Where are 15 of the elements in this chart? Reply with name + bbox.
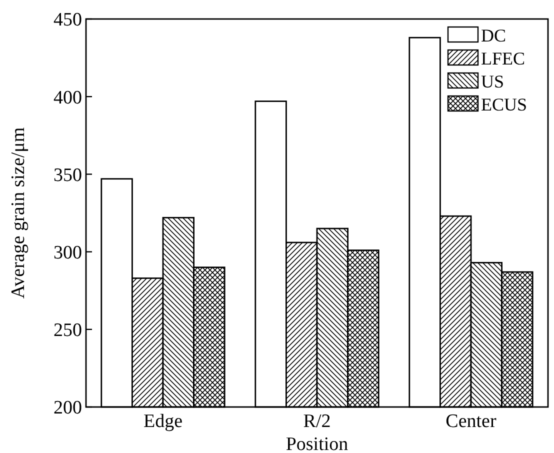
- y-tick-label: 350: [54, 164, 82, 186]
- legend-label: DC: [481, 25, 506, 46]
- y-tick-label: 450: [54, 10, 82, 31]
- x-tick-label: R/2: [303, 411, 331, 432]
- x-tick-label: Edge: [143, 411, 183, 432]
- legend-label: ECUS: [481, 94, 528, 114]
- x-tick-label: Center: [446, 411, 497, 432]
- legend-label: LFEC: [481, 48, 526, 68]
- y-axis-title: Average grain size/μm: [8, 127, 29, 299]
- x-axis-title: Position: [286, 434, 349, 453]
- y-tick-label: 300: [54, 242, 82, 264]
- legend-label: US: [481, 71, 504, 92]
- y-tick-label: 200: [54, 398, 82, 419]
- y-tick-label: 250: [54, 320, 82, 342]
- y-tick-label: 400: [54, 87, 82, 108]
